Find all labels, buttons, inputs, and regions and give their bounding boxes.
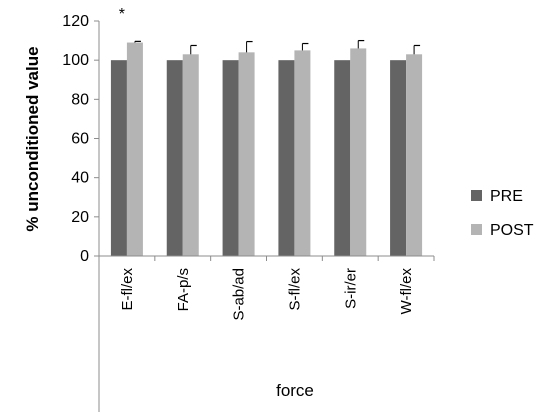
bar-post-2	[238, 52, 255, 257]
category-label: W-fl/ex	[398, 268, 415, 315]
x-axis-ticks	[98, 256, 435, 261]
category-label: E-fl/ex	[119, 268, 136, 311]
category-labels: E-fl/ex FA-p/s S-ab/ad S-fl/ex S-ir/er W-fl/e…	[119, 268, 415, 321]
legend-swatch-post	[471, 224, 482, 235]
y-tick-label: 20	[71, 209, 89, 226]
bars	[110, 42, 423, 257]
y-tick-label: 0	[80, 248, 89, 265]
y-tick-label: 40	[71, 170, 89, 187]
bar-post-3	[294, 50, 311, 256]
y-axis-label: % unconditioned value	[23, 46, 42, 231]
bar-pre-3	[278, 60, 295, 256]
category-label: FA-p/s	[175, 268, 192, 311]
bar-pre-0	[110, 60, 127, 256]
annotations: *	[119, 6, 125, 23]
bar-post-4	[350, 48, 367, 256]
legend-label-post: POST	[490, 222, 534, 239]
y-tick-label: 120	[62, 13, 89, 30]
bar-pre-1	[166, 60, 183, 256]
bar-pre-2	[222, 60, 239, 256]
y-axis-ticks: 0 20 40 60 80 100 120	[62, 13, 99, 265]
category-label: S-fl/ex	[286, 268, 303, 311]
y-tick-label: 100	[62, 52, 89, 69]
category-label: S-ir/er	[342, 268, 359, 309]
bar-post-0	[126, 42, 143, 256]
x-axis-label: force	[276, 381, 314, 400]
bar-pre-5	[390, 60, 407, 256]
legend-swatch-pre	[471, 190, 482, 201]
error-bars	[134, 39, 421, 55]
bar-post-1	[182, 54, 199, 256]
y-tick-label: 60	[71, 131, 89, 148]
category-label: S-ab/ad	[231, 268, 248, 321]
bar-post-5	[406, 54, 423, 256]
bar-pre-4	[334, 60, 351, 256]
significance-marker: *	[119, 6, 125, 23]
legend: PRE POST	[471, 188, 534, 239]
legend-label-pre: PRE	[490, 188, 523, 205]
y-tick-label: 80	[71, 91, 89, 108]
